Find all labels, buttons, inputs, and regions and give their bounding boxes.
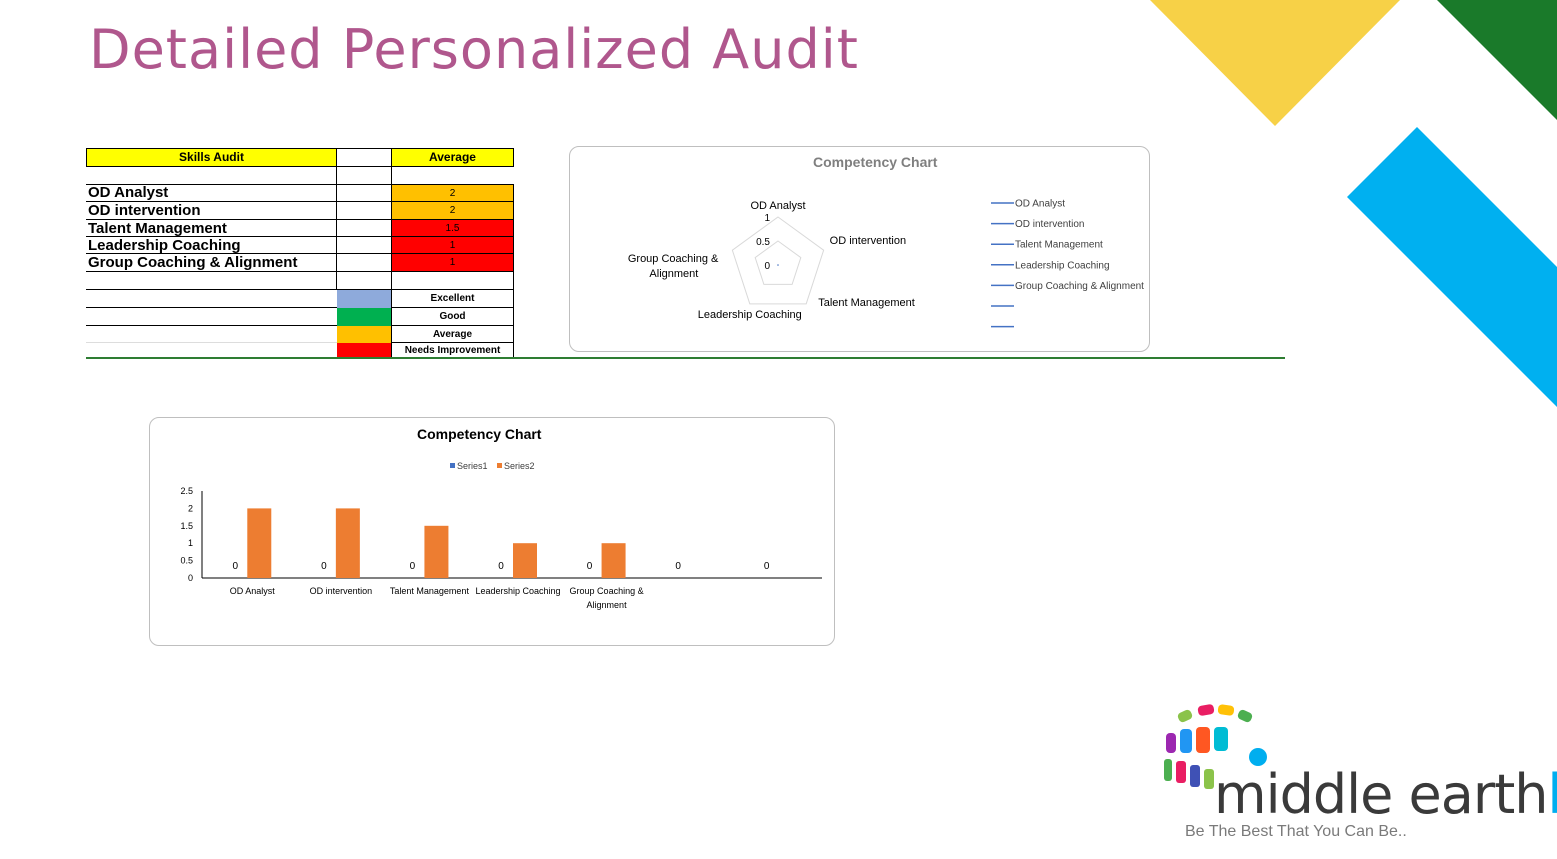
bar-chart-title: Competency Chart	[417, 426, 542, 442]
radar-legend-label: Talent Management	[1015, 240, 1103, 251]
table-row-empty	[86, 326, 337, 343]
bar-category-label: Leadership Coaching	[475, 586, 560, 596]
radar-category-label: Group Coaching & Alignment	[628, 253, 719, 280]
bar-series2-4	[513, 543, 537, 578]
radar-series-point	[777, 264, 779, 266]
legend-label-excellent: Excellent	[391, 290, 514, 308]
radar-category-label: OD Analyst	[750, 200, 805, 212]
skill-score: 1.5	[391, 220, 514, 237]
bar-y-tick-label: 0.5	[180, 556, 193, 566]
radar-tick-label: 0.5	[756, 237, 770, 248]
skill-name: OD Analyst	[86, 184, 337, 202]
radar-category-label: Leadership Coaching	[698, 309, 802, 321]
radar-chart-frame: Competency Chart 0 0.5 1 OD Analyst OD inter…	[569, 146, 1150, 352]
skill-score: 2	[391, 184, 514, 202]
page-title: Detailed Personalized Audit	[89, 18, 859, 81]
skill-name: Leadership Coaching	[86, 237, 337, 254]
skill-name: Talent Management	[86, 220, 337, 237]
green-triangle	[1437, 0, 1557, 120]
bar-label-line: Group Coaching &	[570, 586, 644, 596]
logo-wordmark: middle earthhr	[1214, 765, 1557, 825]
logo-globe-icon	[1164, 704, 1267, 789]
blue-band	[1347, 127, 1557, 407]
bar-legend-label: Series1	[457, 461, 488, 471]
logo-tagline: Be The Best That You Can Be..	[1185, 823, 1407, 840]
skill-score: 2	[391, 202, 514, 220]
company-logo: middle earthhr Be The Best That You Can …	[1160, 703, 1557, 853]
bar-data-label: 0	[321, 561, 327, 572]
blank-cell	[336, 254, 392, 272]
bar-category-label: OD intervention	[310, 586, 373, 596]
skill-name: Group Coaching & Alignment	[86, 254, 337, 272]
radar-tick-label: 0	[764, 261, 770, 272]
radar-grid-ring	[731, 216, 825, 305]
skill-score: 1	[391, 237, 514, 254]
average-header: Average	[391, 148, 514, 167]
blank-cell	[336, 202, 392, 220]
radar-label-line: Group Coaching &	[628, 253, 719, 265]
bar-data-label: 0	[764, 561, 770, 572]
radar-legend-label: Group Coaching & Alignment	[1015, 281, 1144, 292]
blank-cell	[336, 237, 392, 254]
header-spacer	[336, 148, 392, 167]
legend-swatch-good	[337, 308, 392, 326]
bar-data-label: 0	[233, 561, 239, 572]
legend-swatch-needs-improvement	[337, 343, 392, 359]
bar-category-label: OD Analyst	[230, 586, 276, 596]
radar-grid-ring	[754, 240, 802, 285]
bar-y-tick-label: 2.5	[180, 486, 193, 496]
table-row-empty	[86, 290, 337, 308]
radar-label-line: Alignment	[649, 268, 698, 280]
radar-category-label: Talent Management	[818, 297, 915, 309]
skill-score: 1	[391, 254, 514, 272]
bar-data-label: 0	[587, 561, 593, 572]
separator-line	[86, 357, 1285, 359]
blank-cell	[336, 272, 392, 290]
legend-swatch-average	[337, 326, 392, 343]
radar-chart-title: Competency Chart	[813, 154, 938, 170]
bar-y-tick-label: 0	[188, 573, 193, 583]
bar-y-tick-label: 2	[188, 503, 193, 513]
radar-legend-label: OD Analyst	[1015, 199, 1065, 210]
yellow-triangle	[1150, 0, 1400, 126]
legend-label-average: Average	[391, 326, 514, 343]
skills-table: Skills Audit Average OD Analyst 2 OD int…	[86, 148, 516, 360]
blank-cell	[336, 184, 392, 202]
table-row-empty	[86, 272, 337, 290]
bar-data-label: 0	[675, 561, 681, 572]
bar-chart: 0 0.5 1 1.5 2 2.5 0 OD Analyst 0 OD intervention 0…	[180, 461, 822, 610]
bar-legend-swatch	[497, 463, 502, 468]
bar-category-label: Group Coaching & Alignment	[570, 586, 644, 610]
bar-series2-1	[247, 508, 272, 578]
decorative-corner-shapes	[1150, 0, 1557, 407]
blank-cell	[391, 272, 514, 290]
bar-series2-2	[335, 508, 360, 578]
skills-audit-header: Skills Audit	[86, 148, 337, 167]
bar-data-label: 0	[498, 561, 504, 572]
blank-cell	[336, 167, 392, 185]
bar-chart-frame: Competency Chart 0 0.5 1 1.5 2 2.5 0 OD Analyst…	[149, 417, 835, 646]
bar-label-line: Alignment	[587, 600, 628, 610]
skill-name: OD intervention	[86, 202, 337, 220]
bar-series2-3	[424, 525, 449, 578]
table-row-empty	[86, 167, 337, 185]
radar-tick-label: 1	[764, 213, 770, 224]
bar-series2-5	[601, 543, 626, 578]
radar-legend-label: OD intervention	[1015, 219, 1084, 230]
legend-swatch-excellent	[337, 290, 392, 308]
bar-legend-swatch	[450, 463, 455, 468]
logo-text-accent: hr	[1547, 763, 1557, 826]
table-row-empty	[86, 308, 337, 326]
bar-data-label: 0	[410, 561, 416, 572]
bar-legend-label: Series2	[504, 461, 535, 471]
radar-legend-label: Leadership Coaching	[1015, 260, 1110, 271]
bar-category-label: Talent Management	[390, 586, 470, 596]
legend-label-good: Good	[391, 308, 514, 326]
bar-y-tick-label: 1.5	[180, 521, 193, 531]
bar-y-tick-label: 1	[188, 538, 193, 548]
blank-cell	[336, 220, 392, 237]
radar-category-label: OD intervention	[830, 235, 906, 247]
logo-text-dark: middle earth	[1214, 763, 1548, 826]
